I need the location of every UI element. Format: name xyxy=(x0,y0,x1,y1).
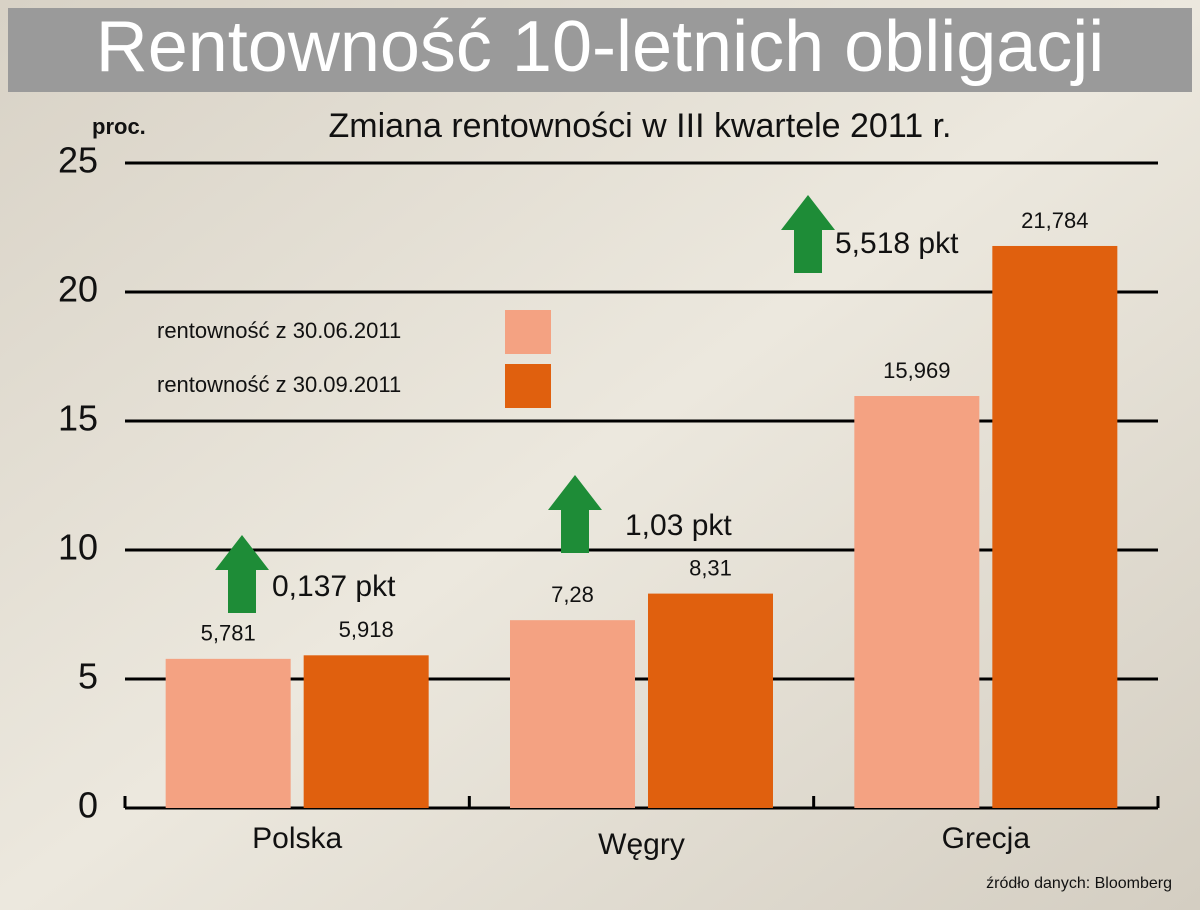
title-band xyxy=(8,8,1192,92)
legend-swatch xyxy=(505,364,551,408)
y-tick-label: 0 xyxy=(78,785,98,826)
source: źródło danych: Bloomberg xyxy=(986,875,1172,892)
y-tick-label: 10 xyxy=(58,527,98,568)
chart-subtitle: Zmiana rentowności w III kwartele 2011 r… xyxy=(329,107,952,145)
y-tick-label: 15 xyxy=(58,398,98,439)
bar xyxy=(854,395,980,808)
value-label: 7,28 xyxy=(551,582,594,607)
legend-label: rentowność z 30.09.2011 xyxy=(157,372,401,397)
y-tick-label: 20 xyxy=(58,269,98,310)
annotation: 5,518 pkt xyxy=(835,227,959,260)
arrow xyxy=(215,535,269,613)
bar xyxy=(510,620,635,808)
legend-swatch xyxy=(505,310,551,354)
arrow xyxy=(548,475,602,553)
legend-label: rentowność z 30.06.2011 xyxy=(157,318,401,343)
y-tick-label: 5 xyxy=(78,656,98,697)
bar xyxy=(992,245,1118,809)
value-label: 5,918 xyxy=(339,617,394,642)
annotation: 1,03 pkt xyxy=(625,509,732,542)
bar xyxy=(165,658,291,808)
y-axis-label: proc. xyxy=(92,114,146,139)
y-tick-label: 25 xyxy=(58,140,98,181)
annotation: 0,137 pkt xyxy=(272,570,396,603)
bar xyxy=(303,655,429,808)
x-tick-label: Polska xyxy=(252,822,342,855)
value-label: 5,781 xyxy=(201,621,256,646)
chart-title: Rentowność 10-letnich obligacji xyxy=(96,7,1105,87)
bar xyxy=(648,593,773,808)
value-label: 15,969 xyxy=(883,358,950,383)
x-tick-label: Grecja xyxy=(942,822,1031,855)
x-tick-label: Węgry xyxy=(598,828,685,861)
value-label: 8,31 xyxy=(689,555,732,580)
value-label: 21,784 xyxy=(1021,208,1088,233)
arrow xyxy=(781,195,835,273)
